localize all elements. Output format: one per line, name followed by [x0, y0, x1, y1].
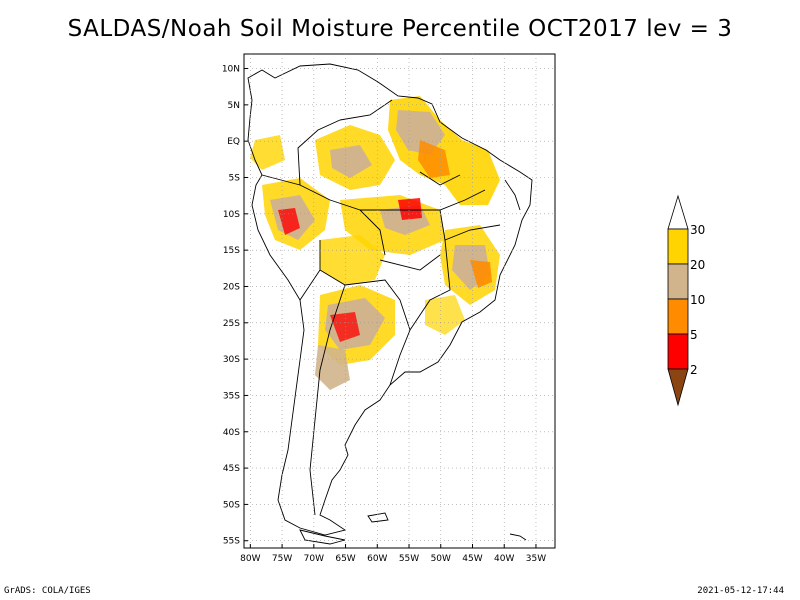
- colorbar-box-5-10: [667, 298, 689, 335]
- colorbar: 30 20 10 5 2: [667, 194, 705, 407]
- map-frame: [243, 53, 556, 549]
- footer-timestamp: 2021-05-12-17:44: [697, 586, 784, 596]
- lat-tick-label: 5N: [228, 101, 240, 111]
- lon-tick-label: 70W: [304, 554, 324, 564]
- colorbar-top-triangle: [667, 194, 689, 230]
- lon-tick-label: 50W: [431, 554, 451, 564]
- colorbar-box-20-30: [667, 228, 689, 265]
- lat-tick-label: 10N: [222, 65, 240, 75]
- lat-tick-label: 50S: [223, 500, 240, 510]
- lat-tick-label: EQ: [227, 137, 240, 147]
- colorbar-bottom-triangle: [667, 368, 689, 407]
- lat-tick-label: 45S: [223, 464, 240, 474]
- lat-tick-label: 25S: [223, 319, 240, 329]
- lon-tick-label: 40W: [494, 554, 514, 564]
- colorbar-label: 10: [690, 293, 705, 307]
- colorbar-box-10-20: [667, 263, 689, 300]
- lat-tick-label: 15S: [223, 246, 240, 256]
- lon-tick-label: 75W: [272, 554, 292, 564]
- lat-tick-label: 40S: [223, 428, 240, 438]
- lon-axis: 80W 75W 70W 65W 60W 55W 50W 45W 40W 35W: [240, 544, 546, 564]
- lon-tick-label: 35W: [526, 554, 546, 564]
- lon-tick-label: 55W: [399, 554, 419, 564]
- colorbar-box-2-5: [667, 333, 689, 370]
- map-title: SALDAS/Noah Soil Moisture Percentile OCT…: [67, 16, 733, 42]
- lat-tick-label: 30S: [223, 355, 240, 365]
- colorbar-label: 20: [690, 258, 705, 272]
- lat-tick-label: 10S: [223, 210, 240, 220]
- footer-credit: GrADS: COLA/IGES: [4, 586, 91, 596]
- lat-tick-label: 5S: [229, 174, 241, 184]
- colorbar-label: 2: [690, 363, 698, 377]
- lat-tick-label: 35S: [223, 391, 240, 401]
- lon-tick-label: 65W: [335, 554, 355, 564]
- lat-tick-label: 20S: [223, 282, 240, 292]
- colorbar-label: 30: [690, 223, 705, 237]
- colorbar-label: 5: [690, 328, 698, 342]
- soil-moisture-shading: [250, 96, 500, 390]
- lon-tick-label: 45W: [462, 554, 482, 564]
- lon-tick-label: 80W: [240, 554, 260, 564]
- lat-axis: 10N 5N EQ 5S 10S 15S 20S 25S 30S 35S 40S 45S 50S 55S: [222, 65, 248, 547]
- lon-tick-label: 60W: [367, 554, 387, 564]
- lat-tick-label: 55S: [223, 537, 240, 547]
